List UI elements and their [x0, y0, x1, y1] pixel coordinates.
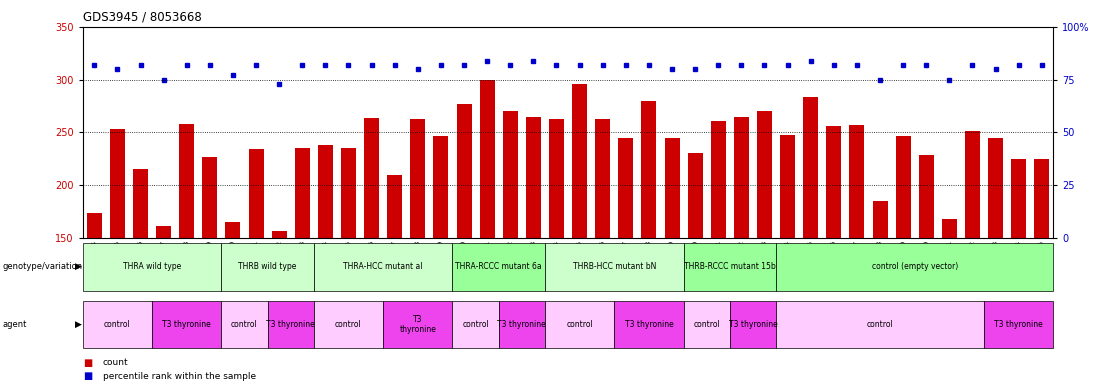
FancyBboxPatch shape: [614, 301, 684, 348]
FancyBboxPatch shape: [222, 301, 268, 348]
Bar: [295, 148, 310, 238]
Bar: [757, 111, 772, 238]
Bar: [387, 175, 403, 238]
Bar: [826, 126, 842, 238]
Text: THRB-HCC mutant bN: THRB-HCC mutant bN: [572, 262, 656, 271]
FancyBboxPatch shape: [83, 301, 152, 348]
Bar: [225, 222, 240, 238]
Text: control: control: [335, 320, 362, 329]
Bar: [780, 134, 795, 238]
FancyBboxPatch shape: [314, 243, 452, 291]
Text: control: control: [232, 320, 258, 329]
Bar: [318, 145, 333, 238]
Bar: [619, 138, 633, 238]
FancyBboxPatch shape: [83, 243, 222, 291]
Bar: [202, 157, 217, 238]
FancyBboxPatch shape: [984, 301, 1053, 348]
Text: genotype/variation: genotype/variation: [2, 262, 83, 271]
Bar: [849, 125, 865, 238]
Bar: [1011, 159, 1026, 238]
Text: control: control: [694, 320, 720, 329]
FancyBboxPatch shape: [314, 301, 383, 348]
Text: control: control: [566, 320, 593, 329]
Text: THRA-HCC mutant al: THRA-HCC mutant al: [343, 262, 422, 271]
FancyBboxPatch shape: [452, 301, 499, 348]
Bar: [596, 119, 610, 238]
Text: control (empty vector): control (empty vector): [871, 262, 957, 271]
FancyBboxPatch shape: [222, 243, 314, 291]
FancyBboxPatch shape: [383, 301, 452, 348]
Bar: [157, 227, 171, 238]
Bar: [549, 119, 564, 238]
Text: T3 thyronine: T3 thyronine: [162, 320, 211, 329]
Text: T3 thyronine: T3 thyronine: [266, 320, 315, 329]
Bar: [642, 101, 656, 238]
Text: THRA wild type: THRA wild type: [122, 262, 181, 271]
Bar: [965, 131, 979, 238]
Text: control: control: [104, 320, 131, 329]
Text: THRA-RCCC mutant 6a: THRA-RCCC mutant 6a: [456, 262, 542, 271]
Bar: [572, 84, 587, 238]
Bar: [988, 138, 1003, 238]
Text: count: count: [103, 358, 128, 367]
Bar: [341, 148, 356, 238]
Text: ■: ■: [83, 358, 92, 368]
Bar: [410, 119, 426, 238]
Bar: [87, 213, 101, 238]
Bar: [919, 155, 934, 238]
Text: percentile rank within the sample: percentile rank within the sample: [103, 372, 256, 381]
Bar: [248, 149, 264, 238]
Bar: [526, 117, 540, 238]
Bar: [271, 231, 287, 238]
FancyBboxPatch shape: [545, 243, 684, 291]
Bar: [803, 96, 818, 238]
FancyBboxPatch shape: [777, 243, 1053, 291]
Bar: [942, 219, 957, 238]
Bar: [687, 152, 703, 238]
Text: control: control: [462, 320, 489, 329]
FancyBboxPatch shape: [499, 301, 545, 348]
Bar: [364, 118, 379, 238]
Text: ▶: ▶: [75, 262, 82, 271]
FancyBboxPatch shape: [684, 301, 730, 348]
Bar: [896, 136, 911, 238]
Bar: [872, 201, 888, 238]
Text: ■: ■: [83, 371, 92, 381]
Bar: [133, 169, 148, 238]
Bar: [110, 129, 125, 238]
FancyBboxPatch shape: [452, 243, 545, 291]
Text: T3 thyronine: T3 thyronine: [497, 320, 546, 329]
Bar: [710, 121, 726, 238]
Bar: [179, 124, 194, 238]
Bar: [664, 138, 679, 238]
Text: ▶: ▶: [75, 320, 82, 329]
Text: T3 thyronine: T3 thyronine: [994, 320, 1043, 329]
FancyBboxPatch shape: [152, 301, 222, 348]
Bar: [1035, 159, 1049, 238]
FancyBboxPatch shape: [730, 301, 777, 348]
Text: THRB wild type: THRB wild type: [238, 262, 297, 271]
FancyBboxPatch shape: [777, 301, 984, 348]
FancyBboxPatch shape: [268, 301, 314, 348]
Bar: [480, 79, 494, 238]
Text: THRB-RCCC mutant 15b: THRB-RCCC mutant 15b: [684, 262, 775, 271]
Text: agent: agent: [2, 320, 26, 329]
Bar: [433, 136, 449, 238]
Text: GDS3945 / 8053668: GDS3945 / 8053668: [83, 10, 202, 23]
Bar: [503, 111, 517, 238]
Text: T3 thyronine: T3 thyronine: [624, 320, 673, 329]
Text: T3
thyronine: T3 thyronine: [399, 315, 437, 334]
Text: T3 thyronine: T3 thyronine: [729, 320, 778, 329]
Bar: [733, 117, 749, 238]
Text: control: control: [867, 320, 893, 329]
FancyBboxPatch shape: [545, 301, 614, 348]
Bar: [457, 104, 472, 238]
FancyBboxPatch shape: [684, 243, 777, 291]
